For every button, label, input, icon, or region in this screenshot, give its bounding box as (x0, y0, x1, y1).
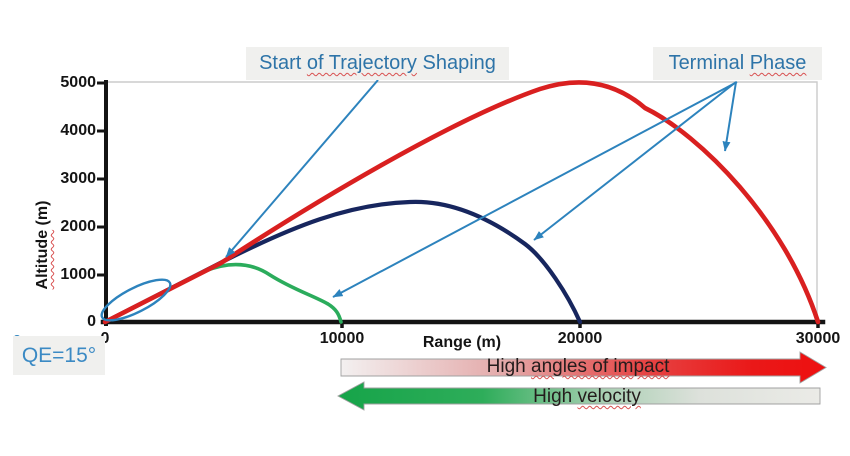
impact-arrow-label-wavy: angles of impact (531, 356, 670, 377)
x-axis-title: Range (m) (422, 334, 502, 351)
y-tick-label-4000: 4000 (60, 122, 96, 139)
y-axis-title-unit: (m) (34, 200, 51, 230)
impact-arrow (340, 351, 827, 384)
trajectory-short-green (103, 262, 343, 324)
terminal-phase-label-wavy: Phase (749, 52, 807, 74)
x-tick-label-30000: 30000 (795, 330, 841, 347)
x-tick-label-0: 0 (100, 330, 110, 347)
x-tick-label-20000: 20000 (557, 330, 603, 347)
y-tick-label-5000: 5000 (60, 74, 96, 91)
y-tick-label-2000: 2000 (60, 218, 96, 235)
start-shaping-label-lead: Start (259, 52, 307, 74)
terminal-arrow-to-red (722, 81, 737, 152)
impact-arrow-label-lead: High (486, 356, 531, 377)
trajectory-long-red (102, 80, 821, 325)
impact-arrow-label: High angles of impact (398, 356, 758, 377)
start-shaping-label-wavy: of Trajectory (306, 52, 417, 74)
plot-frame (106, 81, 818, 322)
launch-region-ellipse (100, 278, 172, 322)
y-axis-title-name: Altitude (34, 229, 51, 290)
terminal-phase-label-lead: Terminal (668, 52, 750, 74)
velocity-arrow-label: High velocity (462, 386, 712, 407)
start-shaping-arrow (225, 79, 379, 258)
qe-label: QE=15° (13, 336, 105, 375)
terminal-arrow-to-green (332, 81, 738, 298)
velocity-arrow (337, 381, 821, 411)
terminal-phase-label: Terminal Phase (653, 47, 822, 80)
start-shaping-label-tail: Shaping (416, 52, 496, 74)
terminal-arrow-to-navy (533, 81, 737, 241)
trajectory-mid-navy (102, 199, 583, 325)
y-tick-marks (97, 81, 106, 277)
y-tick-label-1000: 1000 (60, 266, 96, 283)
y-tick-label-3000: 3000 (60, 170, 96, 187)
y-axis-title: Altitude (m) (34, 175, 54, 315)
x-tick-label-10000: 10000 (319, 330, 365, 347)
start-shaping-label: Start of Trajectory Shaping (246, 47, 509, 80)
velocity-arrow-label-lead: High (533, 386, 578, 407)
velocity-arrow-label-wavy: velocity (577, 386, 641, 407)
y-tick-label-0: 0 (87, 313, 96, 330)
